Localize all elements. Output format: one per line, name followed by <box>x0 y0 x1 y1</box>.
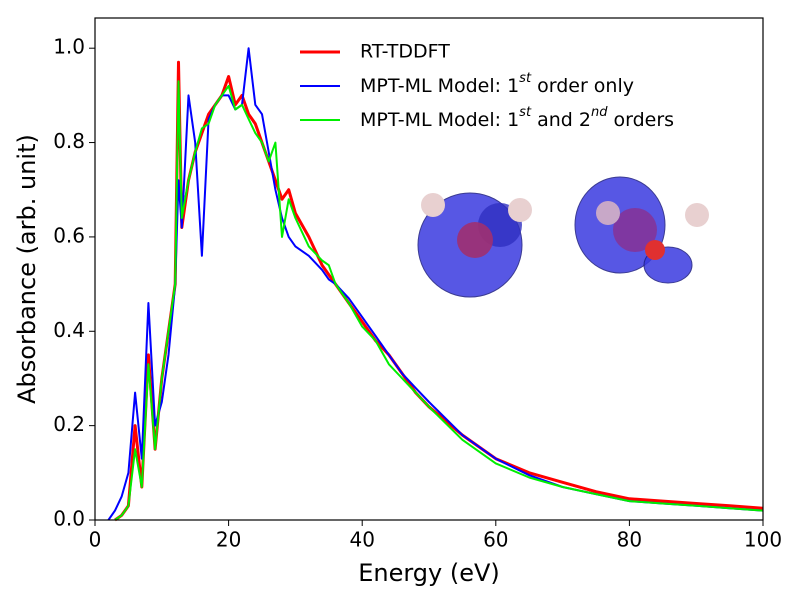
series-line <box>114 60 764 522</box>
y-tick-label: 0.6 <box>53 223 85 247</box>
legend-label: RT-TDDFT <box>360 41 450 63</box>
legend-label: MPT-ML Model: 1st and 2nd orders <box>360 105 674 131</box>
x-tick-label: 100 <box>744 528 782 552</box>
molecule-left <box>417 192 532 298</box>
y-tick-label: 0.0 <box>53 507 85 531</box>
series-line <box>107 47 764 521</box>
legend-label: MPT-ML Model: 1st order only <box>360 71 634 97</box>
x-tick-label: 20 <box>216 528 241 552</box>
series-line <box>114 80 764 521</box>
x-tick-label: 40 <box>349 528 374 552</box>
x-tick-label: 80 <box>617 528 642 552</box>
y-tick-label: 0.8 <box>53 129 85 153</box>
y-axis-label: Absorbance (arb. unit) <box>13 134 41 404</box>
molecule-right <box>574 176 709 284</box>
y-tick-label: 0.4 <box>53 318 85 342</box>
x-axis-label: Energy (eV) <box>358 559 500 587</box>
y-tick-label: 1.0 <box>53 35 85 59</box>
x-tick-label: 60 <box>483 528 508 552</box>
y-tick-label: 0.2 <box>53 412 85 436</box>
x-tick-label: 0 <box>89 528 102 552</box>
plot-frame <box>94 17 764 521</box>
